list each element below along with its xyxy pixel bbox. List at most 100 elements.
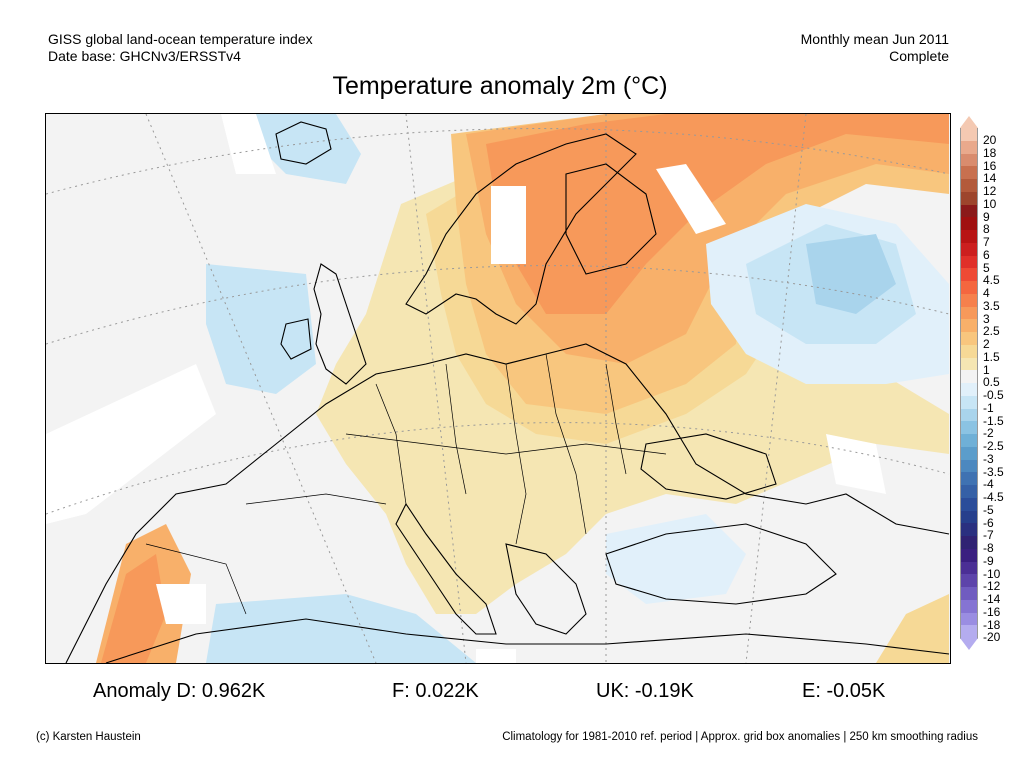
missing-data-caspian [826,434,886,494]
colorbar-swatch [960,599,978,613]
colorbar-swatch [960,140,978,154]
colorbar-min-arrow [960,638,978,650]
colorbar-swatch [960,434,978,448]
colorbar-swatch [960,485,978,499]
colorbar-swatch [960,332,978,346]
completeness-label: Complete [889,48,949,64]
colorbar-tick-label: -14 [983,592,1001,606]
anomaly-f-value: F: 0.022K [392,680,479,702]
colorbar-tick-label: 6 [983,247,990,262]
colorbar-tick-label: 9 [983,209,990,224]
anomaly-map [45,113,951,664]
colorbar-tick-label: 8 [983,222,990,237]
colorbar-tick-label: -0.5 [983,388,1004,402]
colorbar-tick-label: 7 [983,235,990,249]
missing-data-med-strip [476,649,516,663]
colorbar-tick-label: -6 [983,515,994,530]
colorbar-swatch [960,128,978,142]
colorbar-tick-label: 1 [983,362,990,377]
colorbar-tick-label: 1.5 [983,349,1000,364]
colorbar-tick-label: -8 [983,541,994,555]
colorbar-tick-label: 12 [983,184,997,198]
colorbar-tick-label: -3.5 [983,464,1004,479]
colorbar-swatch [960,472,978,486]
copyright-credit: (c) Karsten Haustein [36,731,141,743]
missing-data-arctic-2 [221,114,276,174]
colorbar-swatch [960,625,978,639]
colorbar-tick-label: -7 [983,528,994,543]
colorbar-swatch [960,153,978,167]
coastlines [65,121,950,663]
data-base-label: Date base: GHCNv3/ERSSTv4 [48,48,241,64]
colorbar-swatch [960,561,978,575]
colorbar-max-arrow [960,116,978,128]
colorbar-swatch [960,459,978,473]
anomaly-band-neg-1-5-east [806,234,896,314]
colorbar-swatch [960,255,978,269]
dataset-name: GISS global land-ocean temperature index [48,31,313,47]
colorbar-tick-label: 10 [983,196,997,211]
colorbar-swatch [960,179,978,193]
colorbar-swatch [960,446,978,460]
colorbar-tick-label: 2.5 [983,324,1000,339]
colorbar-swatch [960,383,978,397]
colorbar-swatch [960,268,978,282]
anomaly-d-value: Anomaly D: 0.962K [93,680,266,702]
colorbar-tick-label: -12 [983,579,1001,594]
colorbar-tick-label: 2 [983,337,990,351]
colorbar-tick-label: 3 [983,311,990,326]
colorbar-swatch [960,510,978,524]
missing-data-arctic-1 [656,164,726,234]
colorbar-tick-label: -5 [983,502,994,517]
anomaly-e-value: E: -0.05K [802,680,886,702]
period-label: Monthly mean Jun 2011 [800,31,949,47]
colorbar-swatch [960,587,978,601]
colorbar-tick-label: -9 [983,553,994,568]
colorbar-tick-label: 0.5 [983,375,1000,390]
anomaly-band-cold-aegean [606,514,746,604]
missing-data-atlantic [46,364,216,524]
anomaly-band-warm-iberia-coast [101,554,166,663]
colorbar-swatch [960,191,978,205]
colorbar-tick-label: -18 [983,617,1001,632]
anomaly-uk-value: UK: -0.19K [596,680,694,702]
colorbar-tick-label: 18 [983,145,997,160]
colorbar-tick-label: -20 [983,630,1001,645]
colorbar-tick-label: 3.5 [983,298,1000,313]
colorbar-swatch [960,357,978,371]
colorbar-swatch [960,204,978,218]
anomaly-band-2-5-to-3 [486,114,949,314]
colorbar-tick-label: -1 [983,400,994,415]
colorbar-swatch [960,306,978,320]
colorbar-tick-label: 4.5 [983,273,1000,288]
colorbar-tick-label: 5 [983,260,990,275]
graticule-lines [46,114,950,663]
colorbar-swatch [960,548,978,562]
colorbar-swatch [960,242,978,256]
colorbar-swatch [960,421,978,435]
colorbar-swatch [960,217,978,231]
colorbar-tick-label: -2.5 [983,439,1004,453]
colorbar-swatch [960,319,978,333]
colorbar-swatch [960,523,978,537]
colorbar-swatch [960,497,978,511]
missing-data-scandinavia [491,186,526,264]
colorbar-tick-label: -16 [983,604,1001,619]
colorbar-swatch [960,293,978,307]
colorbar-swatch [960,536,978,550]
anomaly-band-cold-mediterranean [206,594,476,663]
methodology-note: Climatology for 1981-2010 ref. period | … [502,731,978,743]
colorbar-swatch [960,344,978,358]
colorbar-swatch [960,408,978,422]
map-title: Temperature anomaly 2m (°C) [332,72,668,100]
colorbar-tick-label: 20 [983,133,997,147]
colorbar-swatch [960,395,978,409]
colorbar-tick-label: -3 [983,451,994,466]
colorbar-swatch [960,230,978,244]
anomaly-band-warm-middle-east [876,594,949,663]
colorbar-swatch [960,370,978,384]
colorbar-tick-label: -10 [983,566,1001,581]
map-canvas [46,114,950,663]
colorbar-swatch [960,166,978,180]
colorbar-tick-label: 16 [983,158,997,173]
